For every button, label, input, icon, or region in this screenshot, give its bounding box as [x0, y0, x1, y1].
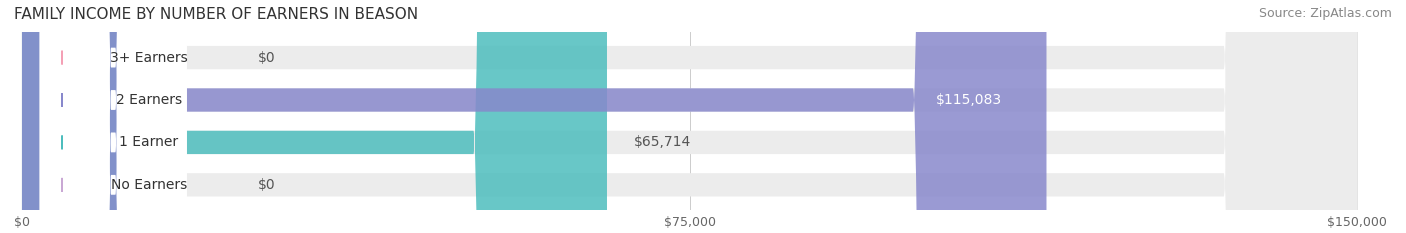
- Text: No Earners: No Earners: [111, 178, 187, 192]
- Text: 3+ Earners: 3+ Earners: [110, 51, 188, 65]
- Text: 1 Earner: 1 Earner: [120, 135, 179, 149]
- FancyBboxPatch shape: [22, 0, 1046, 233]
- FancyBboxPatch shape: [22, 0, 1357, 233]
- Text: FAMILY INCOME BY NUMBER OF EARNERS IN BEASON: FAMILY INCOME BY NUMBER OF EARNERS IN BE…: [14, 7, 418, 22]
- FancyBboxPatch shape: [22, 0, 1357, 233]
- FancyBboxPatch shape: [22, 0, 1357, 233]
- Text: $115,083: $115,083: [936, 93, 1002, 107]
- Text: $0: $0: [257, 178, 276, 192]
- Text: $65,714: $65,714: [634, 135, 690, 149]
- FancyBboxPatch shape: [39, 0, 187, 233]
- FancyBboxPatch shape: [39, 0, 187, 233]
- Text: 2 Earners: 2 Earners: [115, 93, 181, 107]
- Text: $0: $0: [257, 51, 276, 65]
- Text: Source: ZipAtlas.com: Source: ZipAtlas.com: [1258, 7, 1392, 20]
- FancyBboxPatch shape: [22, 0, 1357, 233]
- FancyBboxPatch shape: [22, 0, 607, 233]
- FancyBboxPatch shape: [39, 0, 187, 233]
- FancyBboxPatch shape: [39, 0, 187, 233]
